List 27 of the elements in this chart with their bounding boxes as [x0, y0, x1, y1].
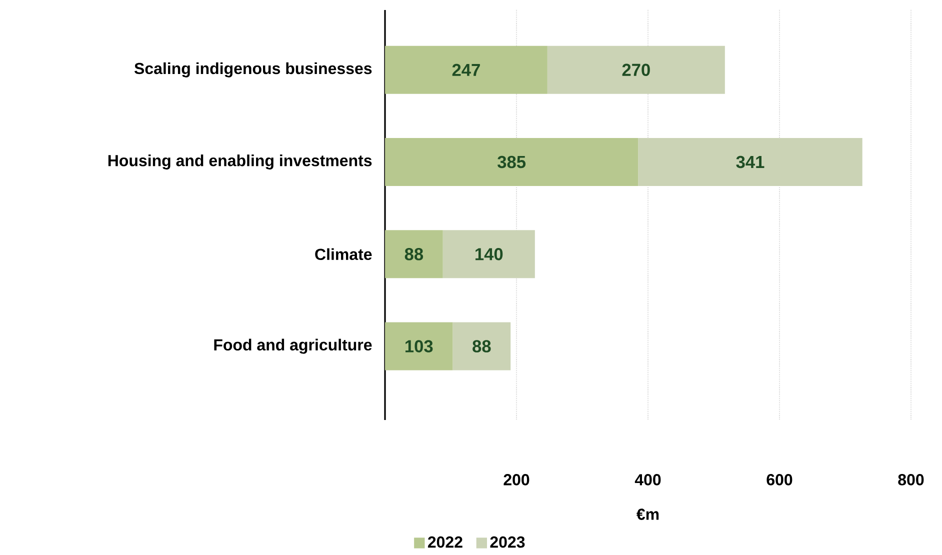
bar	[385, 46, 548, 94]
bar	[452, 322, 511, 370]
data-label: 247	[452, 64, 480, 76]
legend-label: 2022	[428, 536, 462, 548]
data-label: 140	[476, 248, 503, 260]
y-tick-label: Housing and enabling investments	[108, 154, 372, 170]
bar	[547, 46, 725, 94]
bar	[638, 138, 862, 186]
x-axis-title: €m	[636, 508, 659, 520]
bar	[385, 230, 443, 278]
x-tick-label: 600	[766, 474, 792, 486]
data-label: 385	[498, 156, 526, 168]
bar	[385, 322, 453, 370]
legend-label: 2023	[490, 536, 525, 548]
x-tick-label: 200	[504, 474, 530, 486]
data-label: 270	[622, 64, 650, 76]
x-tick-label: 400	[634, 474, 661, 486]
x-tick-label: 800	[898, 474, 924, 486]
y-tick-label: Climate	[315, 248, 372, 260]
data-label: 103	[405, 340, 433, 352]
bar	[442, 230, 535, 278]
bar	[385, 138, 638, 186]
y-tick-label: Scaling indigenous businesses	[134, 62, 372, 78]
data-label: 88	[404, 248, 424, 260]
data-label: 341	[736, 156, 764, 168]
y-tick-label: Food and agriculture	[214, 338, 372, 354]
data-label: 88	[472, 340, 491, 352]
